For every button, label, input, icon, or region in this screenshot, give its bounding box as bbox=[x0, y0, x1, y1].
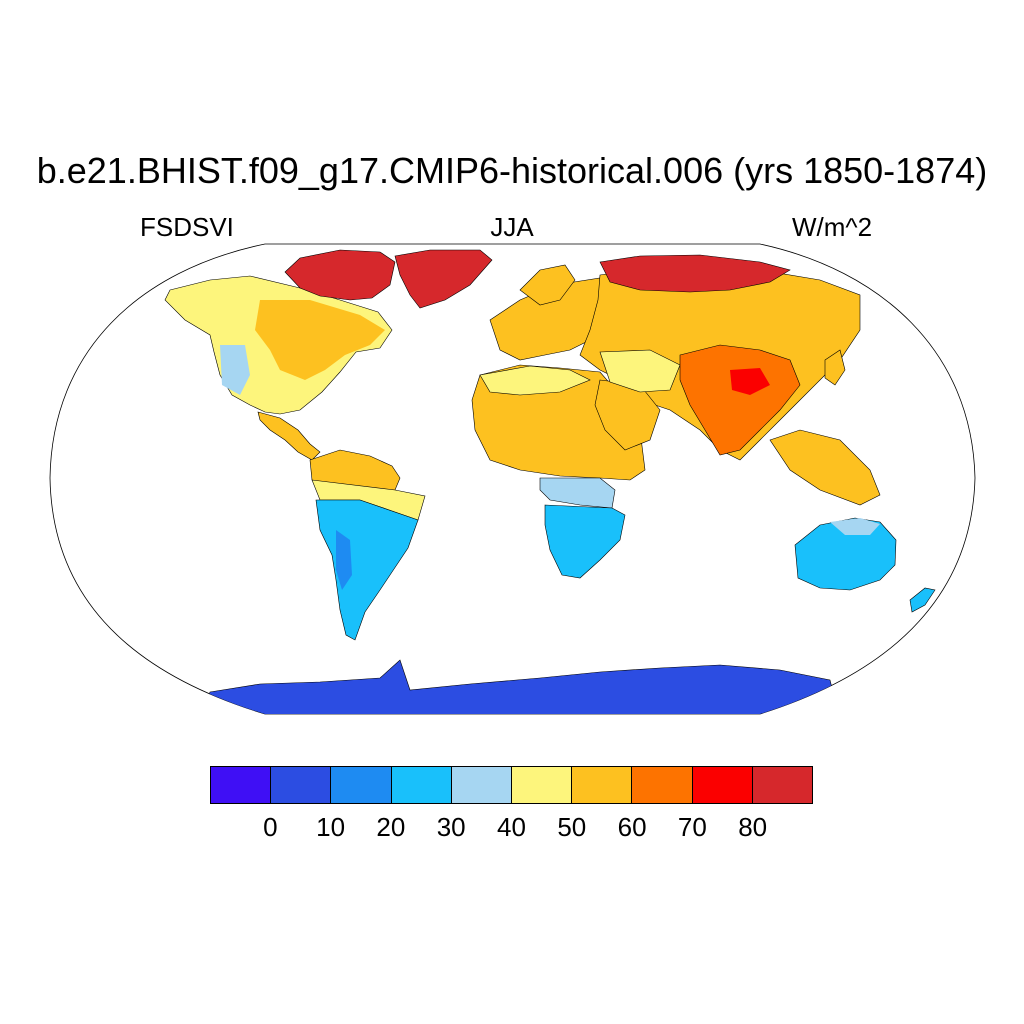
variable-label: FSDSVI bbox=[140, 212, 234, 242]
region-tibet-core bbox=[730, 368, 770, 395]
plot-title: b.e21.BHIST.f09_g17.CMIP6-historical.006… bbox=[36, 150, 988, 191]
region-scandinavia bbox=[519, 264, 576, 306]
colorbar bbox=[210, 766, 813, 804]
colorbar-box bbox=[391, 767, 452, 803]
colorbar-ticks: 0 10 20 30 40 50 60 70 80 bbox=[0, 812, 1024, 852]
colorbar-box bbox=[331, 767, 392, 803]
colorbar-box bbox=[271, 767, 332, 803]
colorbar-box bbox=[692, 767, 753, 803]
region-southern-africa bbox=[544, 504, 626, 579]
region-new-zealand bbox=[909, 587, 936, 613]
region-sahel bbox=[479, 365, 591, 396]
region-central-africa bbox=[539, 477, 616, 509]
units-label: W/m^2 bbox=[792, 212, 873, 242]
colorbar-tick-label: 40 bbox=[497, 812, 526, 842]
colorbar-box bbox=[211, 767, 272, 803]
colorbar-box bbox=[752, 767, 813, 803]
region-north-america-east bbox=[255, 300, 385, 380]
region-australia-north bbox=[830, 518, 880, 535]
colorbar-box bbox=[632, 767, 693, 803]
colorbar-tick-label: 60 bbox=[617, 812, 647, 842]
colorbar-box bbox=[451, 767, 513, 803]
region-siberia-arctic bbox=[599, 254, 791, 293]
region-middle-east bbox=[599, 349, 681, 393]
colorbar-box bbox=[572, 767, 633, 803]
colorbar-tick-label: 30 bbox=[436, 812, 466, 842]
colorbar-tick-label: 50 bbox=[557, 812, 587, 842]
region-canadian-arctic bbox=[284, 249, 396, 301]
region-tibet bbox=[679, 344, 801, 456]
colorbar-box bbox=[512, 767, 573, 803]
region-greenland bbox=[394, 249, 493, 309]
colorbar-tick-label: 80 bbox=[738, 812, 768, 842]
colorbar-tick-label: 70 bbox=[677, 812, 707, 842]
colorbar-tick-label: 10 bbox=[316, 812, 346, 842]
colorbar-tick-label: 0 bbox=[263, 812, 278, 842]
region-japan bbox=[824, 349, 846, 386]
colorbar-tick-label: 20 bbox=[376, 812, 406, 842]
region-southeast-asia bbox=[769, 429, 881, 506]
region-north-america-west bbox=[220, 345, 250, 395]
region-south-america-west bbox=[336, 530, 352, 590]
season-label: JJA bbox=[490, 212, 534, 242]
